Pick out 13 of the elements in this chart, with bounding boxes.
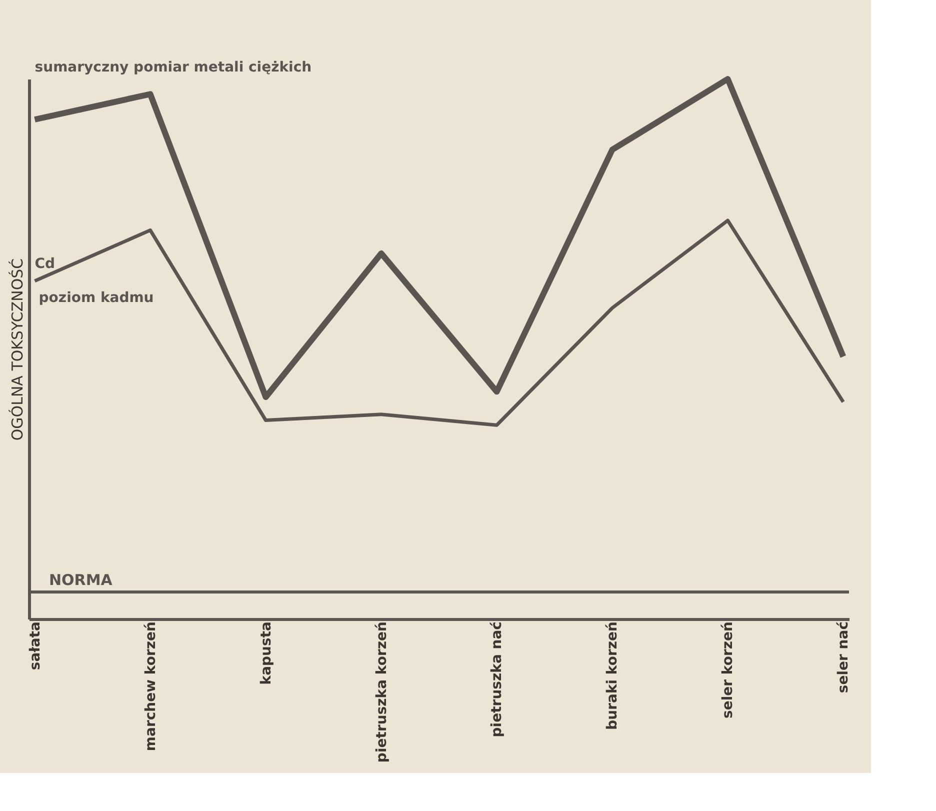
x-tick-label: seler nać <box>836 622 852 694</box>
x-tick-label: marchew korzeń <box>142 622 159 752</box>
x-tick-label: seler korzeń <box>720 622 736 718</box>
annotation: poziom kadmu <box>38 290 154 306</box>
ref-line-label: NORMA <box>49 571 113 589</box>
text: sumaryczny pomiar metali ciężkich <box>34 60 312 76</box>
x-tick-label: pietruszka nać <box>489 622 506 738</box>
series-label: Cd <box>34 256 56 272</box>
x-tick-label: buraki korzeń <box>604 622 621 730</box>
x-tick-label: pietruszka korzeń <box>374 622 390 763</box>
x-tick-label: sałata <box>27 622 44 670</box>
y-axis-title: OGÓLNA TOKSYCZNOŚĆ <box>8 258 26 441</box>
x-tick-label: kapusta <box>258 622 274 685</box>
